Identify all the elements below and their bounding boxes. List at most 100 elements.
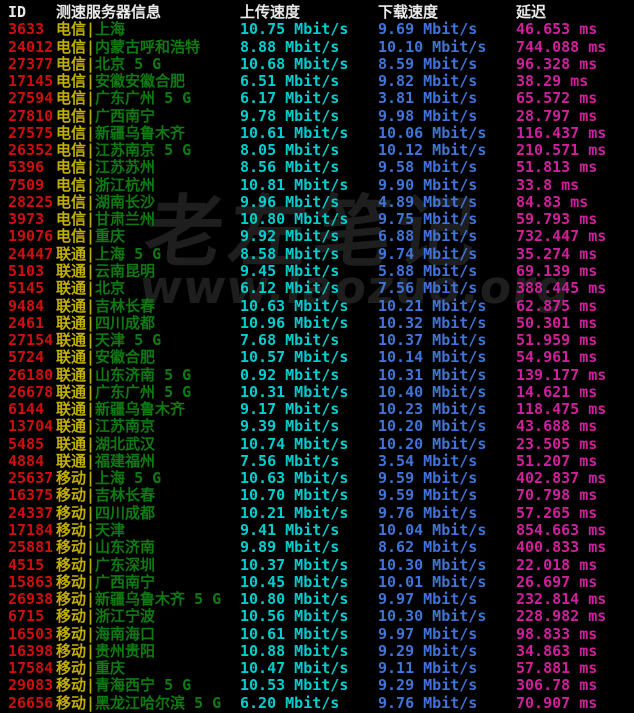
location-label: 重庆 <box>95 228 126 246</box>
location-label: 广东深圳 <box>95 556 156 574</box>
upload-speed: 10.68 Mbit/s <box>240 55 349 73</box>
download-speed: 9.59 Mbit/s <box>378 487 478 505</box>
upload-speed: 10.96 Mbit/s <box>240 314 349 332</box>
download-speed: 10.12 Mbit/s <box>378 142 487 160</box>
download-speed: 9.74 Mbit/s <box>378 245 478 263</box>
download-speed: 10.20 Mbit/s <box>378 435 487 453</box>
carrier-label: 联通 <box>56 383 87 401</box>
table-header-row: ID 测速服务器信息 上传速度 下载速度 延迟 <box>0 4 634 21</box>
location-label: 四川成都 <box>95 314 156 332</box>
carrier-label: 电信 <box>56 211 87 229</box>
table-row: 27154 联通|天津 5 G 7.68 Mbit/s 10.37 Mbit/s… <box>0 332 634 349</box>
location-label: 安徽合肥 <box>95 349 156 367</box>
table-row: 28225 电信|湖南长沙 9.96 Mbit/s 4.89 Mbit/s 84… <box>0 194 634 211</box>
location-label: 湖北武汉 <box>95 435 156 453</box>
table-row: 4884 联通|福建福州 7.56 Mbit/s 3.54 Mbit/s 51.… <box>0 453 634 470</box>
carrier-label: 移动 <box>56 642 87 660</box>
download-speed: 9.82 Mbit/s <box>378 73 478 91</box>
speedtest-table-body: 3633 电信|上海 10.75 Mbit/s 9.69 Mbit/s 46.6… <box>0 21 634 712</box>
separator: | <box>86 504 96 522</box>
latency-value: 744.088 ms <box>516 38 607 56</box>
server-id: 16503 <box>8 625 54 643</box>
latency-value: 51.959 ms <box>516 332 598 350</box>
location-label: 上海 5 G <box>95 245 162 263</box>
server-info: 电信|湖南长沙 <box>56 194 240 211</box>
location-label: 湖南长沙 <box>95 193 156 211</box>
carrier-label: 移动 <box>56 573 87 591</box>
carrier-label: 移动 <box>56 521 87 539</box>
latency-value: 50.301 ms <box>516 314 598 332</box>
location-label: 广西南宁 <box>95 573 156 591</box>
server-info: 移动|海南海口 <box>56 626 240 643</box>
server-info: 移动|广东深圳 <box>56 557 240 574</box>
upload-speed: 6.12 Mbit/s <box>240 280 340 298</box>
location-label: 吉林长春 <box>95 487 156 505</box>
upload-speed: 10.70 Mbit/s <box>240 487 349 505</box>
server-info: 联通|福建福州 <box>56 453 240 470</box>
location-label: 江苏南京 5 G <box>95 142 192 160</box>
server-id: 17584 <box>8 660 54 678</box>
separator: | <box>86 556 96 574</box>
download-speed: 10.10 Mbit/s <box>378 38 487 56</box>
download-speed: 8.59 Mbit/s <box>378 55 478 73</box>
latency-value: 33.8 ms <box>516 176 580 194</box>
table-row: 16503 移动|海南海口 10.61 Mbit/s 9.97 Mbit/s 9… <box>0 626 634 643</box>
server-info: 联通|吉林长春 <box>56 298 240 315</box>
separator: | <box>86 193 96 211</box>
server-id: 5485 <box>8 435 45 453</box>
carrier-label: 电信 <box>56 55 87 73</box>
download-speed: 9.69 Mbit/s <box>378 21 478 39</box>
server-info: 移动|吉林长春 <box>56 487 240 504</box>
separator: | <box>86 55 96 73</box>
server-info: 移动|天津 <box>56 522 240 539</box>
table-row: 9484 联通|吉林长春 10.63 Mbit/s 10.21 Mbit/s 6… <box>0 298 634 315</box>
server-id: 25637 <box>8 470 54 488</box>
separator: | <box>86 211 96 229</box>
download-speed: 9.75 Mbit/s <box>378 211 478 229</box>
download-speed: 6.88 Mbit/s <box>378 228 478 246</box>
upload-speed: 6.17 Mbit/s <box>240 90 340 108</box>
server-info: 电信|浙江杭州 <box>56 177 240 194</box>
download-speed: 4.89 Mbit/s <box>378 193 478 211</box>
separator: | <box>86 262 96 280</box>
latency-value: 306.78 ms <box>516 677 598 695</box>
server-id: 27810 <box>8 107 54 125</box>
location-label: 江苏苏州 <box>95 159 156 177</box>
location-label: 新疆乌鲁木齐 <box>95 124 186 142</box>
carrier-label: 电信 <box>56 107 87 125</box>
table-row: 3973 电信|甘肃兰州 10.80 Mbit/s 9.75 Mbit/s 59… <box>0 211 634 228</box>
download-speed: 10.04 Mbit/s <box>378 521 487 539</box>
server-info: 电信|安徽安徽合肥 <box>56 73 240 90</box>
table-row: 16375 移动|吉林长春 10.70 Mbit/s 9.59 Mbit/s 7… <box>0 487 634 504</box>
separator: | <box>86 332 96 350</box>
download-speed: 5.88 Mbit/s <box>378 262 478 280</box>
server-info: 联通|江苏南京 <box>56 418 240 435</box>
carrier-label: 联通 <box>56 452 87 470</box>
server-info: 联通|山东济南 5 G <box>56 367 240 384</box>
download-speed: 7.56 Mbit/s <box>378 280 478 298</box>
upload-speed: 6.51 Mbit/s <box>240 73 340 91</box>
table-row: 6144 联通|新疆乌鲁木齐 9.17 Mbit/s 10.23 Mbit/s … <box>0 401 634 418</box>
location-label: 山东济南 <box>95 539 156 557</box>
server-info: 联通|湖北武汉 <box>56 436 240 453</box>
latency-value: 59.793 ms <box>516 211 598 229</box>
server-id: 17145 <box>8 73 54 91</box>
upload-speed: 7.68 Mbit/s <box>240 332 340 350</box>
table-row: 16398 移动|贵州贵阳 10.88 Mbit/s 9.29 Mbit/s 3… <box>0 643 634 660</box>
latency-value: 14.621 ms <box>516 383 598 401</box>
location-label: 上海 5 G <box>95 470 162 488</box>
server-info: 移动|青海西宁 5 G <box>56 677 240 694</box>
latency-value: 38.29 ms <box>516 73 589 91</box>
server-id: 6144 <box>8 401 45 419</box>
upload-speed: 9.92 Mbit/s <box>240 228 340 246</box>
location-label: 新疆乌鲁木齐 <box>95 401 186 419</box>
latency-value: 69.139 ms <box>516 262 598 280</box>
carrier-label: 电信 <box>56 90 87 108</box>
separator: | <box>86 38 96 56</box>
separator: | <box>86 625 96 643</box>
column-header-server: 测速服务器信息 <box>56 4 162 21</box>
carrier-label: 联通 <box>56 314 87 332</box>
server-info: 电信|江苏苏州 <box>56 159 240 176</box>
upload-speed: 10.80 Mbit/s <box>240 211 349 229</box>
download-speed: 9.76 Mbit/s <box>378 694 478 712</box>
